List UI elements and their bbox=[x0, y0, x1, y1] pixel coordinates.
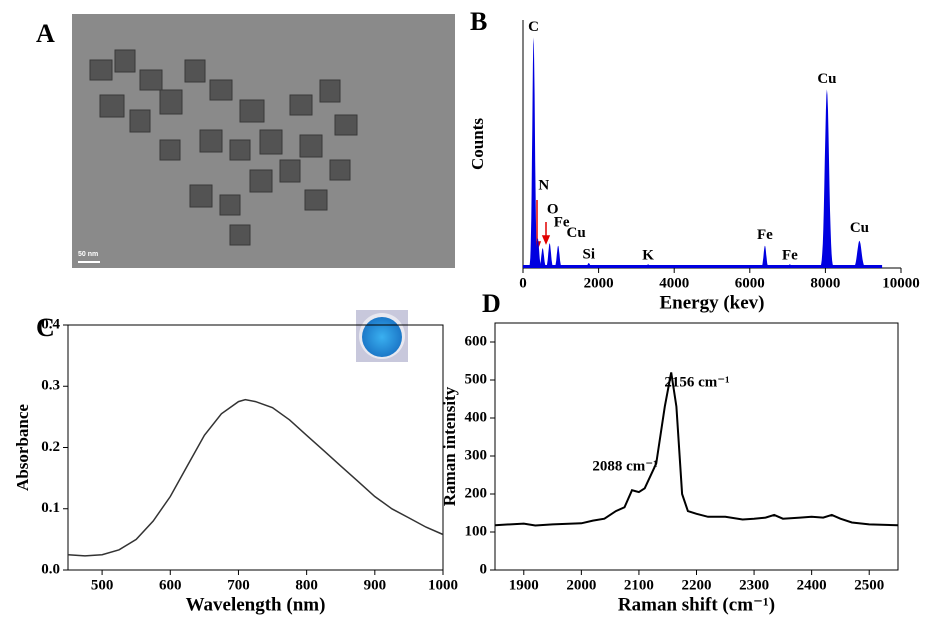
x-tick-label: 2100 bbox=[624, 577, 654, 593]
peak-label: Cu bbox=[817, 71, 836, 87]
x-tick-label: 2400 bbox=[797, 577, 827, 593]
peak bbox=[851, 241, 868, 268]
peak-label: Si bbox=[583, 246, 596, 262]
annotation: 2088 cm⁻¹ bbox=[592, 458, 657, 474]
x-tick-label: 2300 bbox=[739, 577, 769, 593]
y-tick-label: 100 bbox=[465, 523, 488, 539]
frame bbox=[495, 323, 898, 570]
x-tick-label: 2500 bbox=[854, 577, 884, 593]
y-tick-label: 200 bbox=[465, 485, 488, 501]
x-tick-label: 8000 bbox=[810, 275, 840, 291]
scale-bar-label: 50 nm bbox=[78, 251, 98, 258]
y-tick-label: 0 bbox=[480, 561, 488, 577]
y-tick-label: 400 bbox=[465, 409, 488, 425]
x-tick-label: 2000 bbox=[566, 577, 596, 593]
peak bbox=[553, 246, 564, 268]
x-tick-label: 900 bbox=[364, 577, 387, 593]
panel-label: A bbox=[36, 19, 55, 48]
y-tick-label: 300 bbox=[465, 447, 488, 463]
x-axis-label: Energy (kev) bbox=[659, 292, 764, 313]
peak-label: Cu bbox=[850, 220, 869, 236]
peak bbox=[819, 89, 836, 268]
tem-image: 50 nm bbox=[72, 14, 455, 268]
x-tick-label: 500 bbox=[91, 577, 114, 593]
x-tick-label: 0 bbox=[519, 275, 527, 291]
figure: A 50 nm BEnergy (kev)Counts0200040006000… bbox=[0, 0, 928, 624]
panel-label: B bbox=[470, 7, 487, 36]
y-tick-label: 0.4 bbox=[41, 316, 60, 332]
y-axis-label: Counts bbox=[468, 118, 487, 170]
peak-label: Fe bbox=[757, 227, 773, 243]
y-tick-label: 0.1 bbox=[41, 500, 60, 516]
peak bbox=[760, 246, 771, 268]
peak-label: K bbox=[642, 248, 654, 264]
x-tick-label: 10000 bbox=[882, 275, 920, 291]
peak bbox=[544, 243, 555, 268]
x-tick-label: 600 bbox=[159, 577, 182, 593]
panel-label: D bbox=[482, 289, 501, 318]
x-tick-label: 800 bbox=[295, 577, 318, 593]
x-tick-label: 1000 bbox=[428, 577, 458, 593]
peak-label: Fe bbox=[782, 248, 798, 264]
x-tick-label: 2200 bbox=[682, 577, 712, 593]
peak-label: C bbox=[528, 19, 539, 35]
x-tick-label: 700 bbox=[227, 577, 250, 593]
y-tick-label: 0.2 bbox=[41, 439, 60, 455]
peak-label: N bbox=[538, 178, 549, 194]
inset-photo bbox=[356, 310, 408, 362]
y-axis-label: Absorbance bbox=[13, 404, 32, 491]
x-tick-label: 2000 bbox=[584, 275, 614, 291]
y-tick-label: 0.3 bbox=[41, 378, 60, 394]
annotation: 2156 cm⁻¹ bbox=[664, 374, 729, 390]
x-tick-label: 1900 bbox=[509, 577, 539, 593]
y-tick-label: 600 bbox=[465, 333, 488, 349]
x-tick-label: 4000 bbox=[659, 275, 689, 291]
y-tick-label: 0.0 bbox=[41, 561, 60, 577]
x-tick-label: 6000 bbox=[735, 275, 765, 291]
line bbox=[68, 400, 443, 556]
y-tick-label: 500 bbox=[465, 371, 488, 387]
line bbox=[495, 372, 898, 525]
x-axis-label: Wavelength (nm) bbox=[186, 594, 326, 615]
peak-label: Cu bbox=[567, 225, 586, 241]
y-axis-label: Raman intensity bbox=[440, 386, 459, 506]
x-axis-label: Raman shift (cm⁻¹) bbox=[618, 594, 775, 615]
